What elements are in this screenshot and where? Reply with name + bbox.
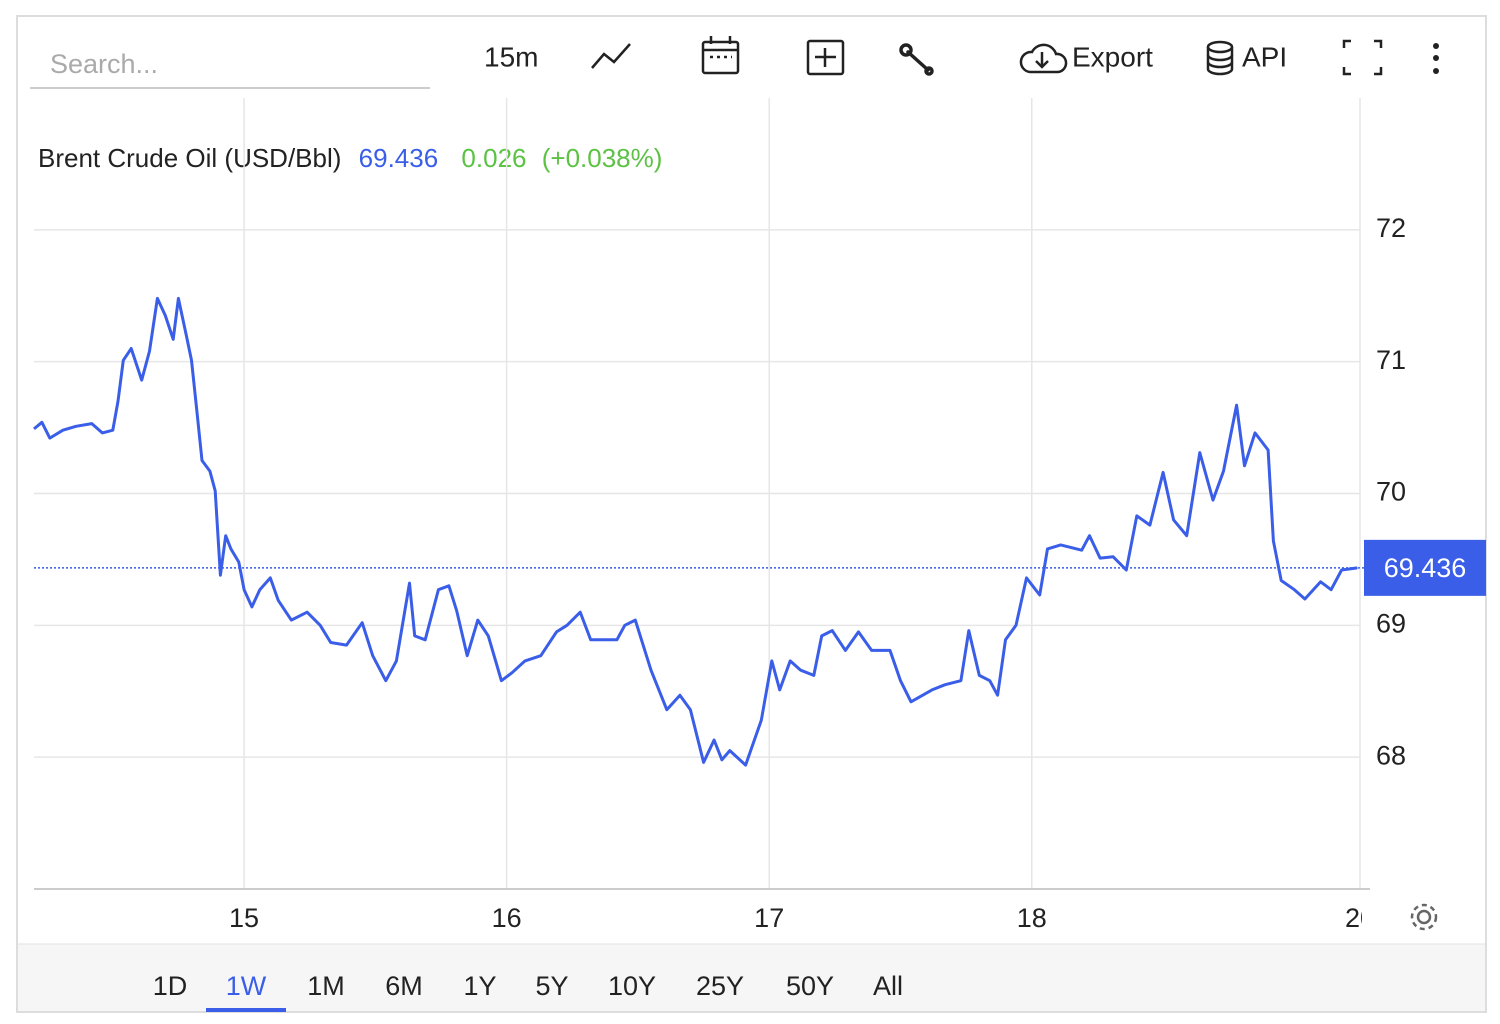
fullscreen-icon[interactable] (1342, 39, 1383, 76)
settings-wrench-icon[interactable] (899, 43, 934, 76)
axes: 68 69 70 71 72 69.436 1D 1W 1M 6M 1Y 5Y 10Y 25Y 50Y All (34, 213, 1486, 1012)
range-button[interactable]: 6M (385, 971, 423, 1001)
x-tick-label: 18 (1017, 903, 1047, 933)
x-tick-label: 17 (754, 903, 784, 933)
range-bar (18, 944, 1485, 1011)
y-tick-label: 70 (1376, 477, 1406, 507)
menu-icon[interactable] (1433, 43, 1439, 74)
add-indicator-icon[interactable] (806, 39, 845, 76)
price-change: 0.026 (461, 143, 526, 173)
calendar-icon[interactable] (701, 36, 740, 75)
api-button[interactable]: API (1242, 41, 1287, 72)
x-tick-label: 15 (229, 903, 259, 933)
frame (16, 15, 1487, 1013)
gear-icon[interactable] (1410, 903, 1438, 931)
y-tick-label: 71 (1376, 345, 1406, 375)
price-line (33, 296, 1358, 767)
last-price: 69.436 (359, 143, 439, 173)
range-button[interactable]: 1M (307, 971, 345, 1001)
range-button[interactable]: 1Y (463, 971, 496, 1001)
range-button[interactable]: 50Y (786, 971, 834, 1001)
api-icon[interactable] (1206, 40, 1234, 76)
quote-header: Brent Crude Oil (USD/Bbl) 69.436 0.026 (… (38, 143, 662, 173)
export-button[interactable]: Export (1072, 41, 1153, 72)
last-price-badge (1364, 539, 1486, 596)
range-button[interactable]: 1W (226, 971, 267, 1001)
active-range-underline (206, 1008, 286, 1012)
y-tick-label: 72 (1376, 213, 1406, 243)
interval-button[interactable]: 15m (484, 41, 538, 72)
x-tick-label: 20 (1345, 903, 1375, 933)
range-button[interactable]: 10Y (608, 971, 656, 1001)
chart-type-icon[interactable] (591, 43, 631, 69)
y-tick-label: 69 (1376, 608, 1406, 638)
x-tick-label: 16 (492, 903, 522, 933)
chart-title: Brent Crude Oil (USD/Bbl) (38, 143, 341, 173)
range-button[interactable]: 25Y (696, 971, 744, 1001)
range-button[interactable]: 1D (153, 971, 188, 1001)
search-input[interactable]: Search... (50, 49, 158, 79)
range-button[interactable]: All (873, 971, 903, 1001)
export-icon[interactable] (1019, 43, 1068, 74)
y-tick-label: 68 (1376, 740, 1406, 770)
range-button[interactable]: 5Y (535, 971, 568, 1001)
last-price-label: 69.436 (1384, 553, 1467, 583)
plot: 15 16 17 18 20 (33, 98, 1375, 933)
price-change-percent: (+0.038%) (542, 143, 663, 173)
